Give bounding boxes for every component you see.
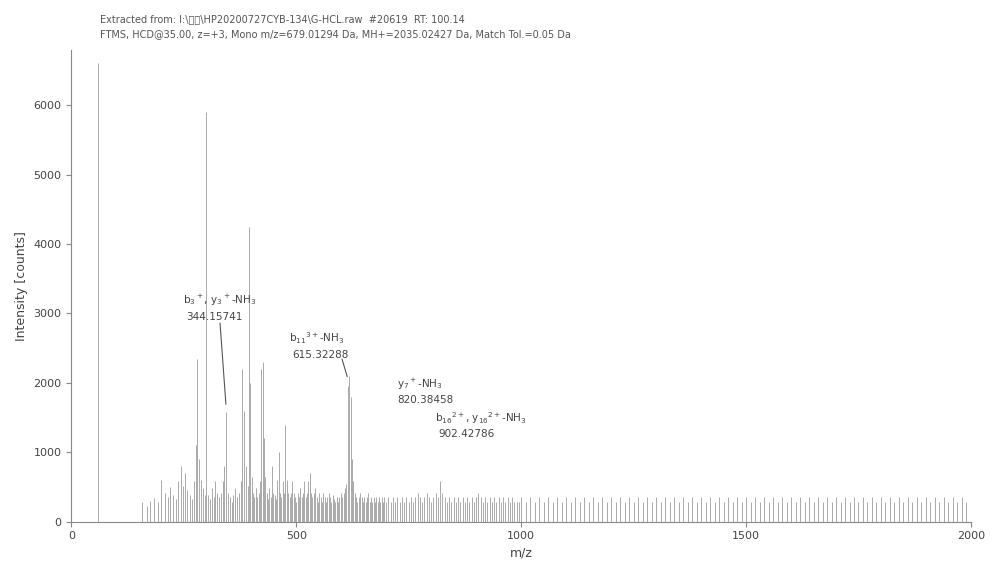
- Text: 344.15741: 344.15741: [186, 312, 242, 323]
- Y-axis label: Intensity [counts]: Intensity [counts]: [15, 231, 28, 340]
- Text: b$_3$$^+$, y$_3$$^+$-NH$_3$: b$_3$$^+$, y$_3$$^+$-NH$_3$: [183, 293, 256, 308]
- Text: Extracted from: I:\项目\HP20200727CYB-134\G-HCL.raw  #20619  RT: 100.14: Extracted from: I:\项目\HP20200727CYB-134\…: [100, 14, 465, 24]
- X-axis label: m/z: m/z: [510, 547, 533, 560]
- Text: FTMS, HCD@35.00, z=+3, Mono m/z=679.01294 Da, MH+=2035.02427 Da, Match Tol.=0.05: FTMS, HCD@35.00, z=+3, Mono m/z=679.0129…: [100, 29, 571, 39]
- Text: b$_{11}$$^{3+}$-NH$_3$: b$_{11}$$^{3+}$-NH$_3$: [289, 331, 344, 346]
- Text: b$_{16}$$^{2+}$, y$_{16}$$^{2+}$-NH$_3$: b$_{16}$$^{2+}$, y$_{16}$$^{2+}$-NH$_3$: [435, 410, 526, 426]
- Text: y$_7$$^+$-NH$_3$: y$_7$$^+$-NH$_3$: [397, 377, 443, 392]
- Text: 902.42786: 902.42786: [438, 429, 495, 439]
- Text: 820.38458: 820.38458: [397, 395, 454, 405]
- Text: 615.32288: 615.32288: [292, 350, 348, 360]
